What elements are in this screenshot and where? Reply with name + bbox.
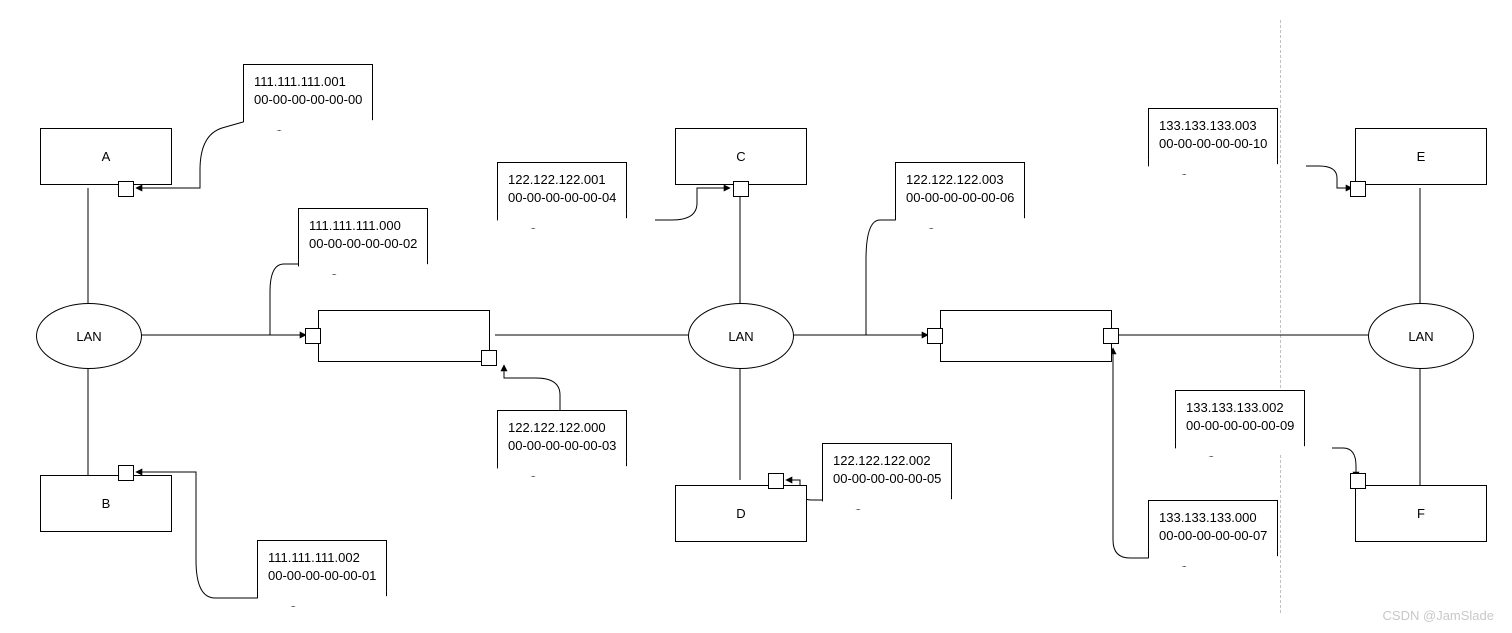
callout-b: 111.111.111.002 00-00-00-00-00-01 (257, 540, 387, 593)
callout-c: 122.122.122.001 00-00-00-00-00-04 (497, 162, 627, 215)
callout-b-ip: 111.111.111.002 (268, 549, 376, 567)
callout-e: 133.133.133.003 00-00-00-00-00-10 (1148, 108, 1278, 161)
host-b: B (40, 475, 172, 532)
lan-3-label: LAN (1408, 329, 1433, 344)
host-c-label: C (736, 149, 745, 164)
callout-r1-left: 111.111.111.000 00-00-00-00-00-02 (298, 208, 428, 261)
callout-c-ip: 122.122.122.001 (508, 171, 616, 189)
callout-r2-right-a: 133.133.133.000 00-00-00-00-00-07 (1148, 500, 1278, 553)
host-a: A (40, 128, 172, 185)
host-e: E (1355, 128, 1487, 185)
host-d-label: D (736, 506, 745, 521)
arrow-callout-c (655, 188, 730, 220)
callout-r2ra-ip: 133.133.133.000 (1159, 509, 1267, 527)
host-b-label: B (102, 496, 111, 511)
host-f-port (1350, 473, 1366, 489)
callout-e-mac: 00-00-00-00-00-10 (1159, 135, 1267, 153)
lan-3: LAN (1368, 303, 1474, 369)
lan-1: LAN (36, 303, 142, 369)
host-c: C (675, 128, 807, 185)
callout-r2rb-ip: 133.133.133.002 (1186, 399, 1294, 417)
host-c-port (733, 181, 749, 197)
host-f-label: F (1417, 506, 1425, 521)
callout-a-ip: 111.111.111.001 (254, 73, 362, 91)
callout-r2rb-mac: 00-00-00-00-00-09 (1186, 417, 1294, 435)
callout-r2l-mac: 00-00-00-00-00-06 (906, 189, 1014, 207)
router-1 (318, 310, 490, 362)
callout-r1-right: 122.122.122.000 00-00-00-00-00-03 (497, 410, 627, 463)
callout-d: 122.122.122.002 00-00-00-00-00-05 (822, 443, 952, 496)
lan-1-label: LAN (76, 329, 101, 344)
arrow-callout-r1r (504, 365, 560, 410)
arrow-callout-r1l (270, 264, 306, 335)
callout-r2ra-mac: 00-00-00-00-00-07 (1159, 527, 1267, 545)
callout-d-ip: 122.122.122.002 (833, 452, 941, 470)
callout-r1r-mac: 00-00-00-00-00-03 (508, 437, 616, 455)
router-1-right-port (481, 350, 497, 366)
host-f: F (1355, 485, 1487, 542)
callout-r1l-mac: 00-00-00-00-00-02 (309, 235, 417, 253)
callout-d-mac: 00-00-00-00-00-05 (833, 470, 941, 488)
callout-e-ip: 133.133.133.003 (1159, 117, 1267, 135)
host-a-port (118, 181, 134, 197)
host-b-port (118, 465, 134, 481)
callout-a-mac: 00-00-00-00-00-00 (254, 91, 362, 109)
router-2 (940, 310, 1112, 362)
router-2-right-port (1103, 328, 1119, 344)
callout-r2l-ip: 122.122.122.003 (906, 171, 1014, 189)
host-d: D (675, 485, 807, 542)
host-d-port (768, 473, 784, 489)
watermark: CSDN @JamSlade (1383, 608, 1494, 623)
callout-a: 111.111.111.001 00-00-00-00-00-00 (243, 64, 373, 117)
arrow-callout-r2ra (1113, 348, 1148, 558)
callout-r2-left: 122.122.122.003 00-00-00-00-00-06 (895, 162, 1025, 215)
router-2-left-port (927, 328, 943, 344)
lan-2: LAN (688, 303, 794, 369)
lan-2-label: LAN (728, 329, 753, 344)
callout-r1r-ip: 122.122.122.000 (508, 419, 616, 437)
host-e-label: E (1417, 149, 1426, 164)
callout-c-mac: 00-00-00-00-00-04 (508, 189, 616, 207)
arrow-callout-e (1306, 166, 1352, 188)
host-e-port (1350, 181, 1366, 197)
host-a-label: A (102, 149, 111, 164)
router-1-left-port (305, 328, 321, 344)
callout-r1l-ip: 111.111.111.000 (309, 217, 417, 235)
arrow-callout-r2l (866, 220, 928, 335)
callout-r2-right-b: 133.133.133.002 00-00-00-00-00-09 (1175, 390, 1305, 443)
callout-b-mac: 00-00-00-00-00-01 (268, 567, 376, 585)
